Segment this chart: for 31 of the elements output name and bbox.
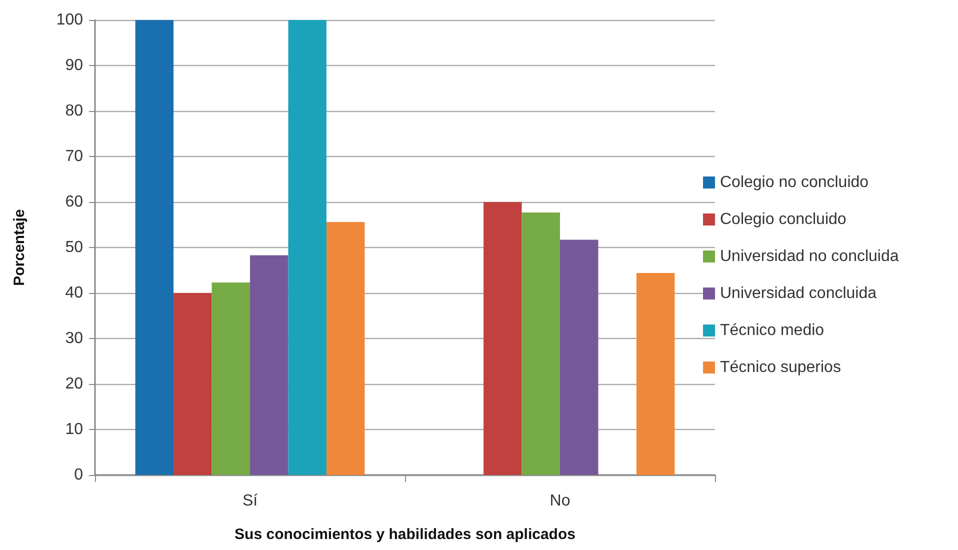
bar bbox=[484, 202, 522, 475]
x-tick-label: No bbox=[550, 492, 570, 510]
y-tick-label: 90 bbox=[65, 57, 84, 74]
bar bbox=[636, 272, 675, 475]
bar bbox=[288, 20, 326, 475]
x-tick-label: Sí bbox=[242, 492, 258, 510]
y-tick-label: 50 bbox=[65, 239, 84, 256]
legend-label: Técnico superios bbox=[720, 359, 841, 376]
y-axis-title: Porcentaje bbox=[11, 209, 28, 286]
bar bbox=[522, 212, 560, 475]
legend-label: Universidad concluida bbox=[720, 285, 877, 302]
bar bbox=[250, 255, 288, 475]
y-tick-label: 100 bbox=[56, 12, 84, 28]
y-tick-label: 20 bbox=[65, 376, 84, 392]
y-tick-label: 0 bbox=[74, 466, 84, 484]
legend-label: Universidad no concluida bbox=[720, 248, 899, 265]
y-tick-label: 40 bbox=[65, 284, 84, 302]
bar bbox=[174, 293, 212, 475]
y-tick-label: 70 bbox=[65, 148, 84, 165]
bar bbox=[560, 240, 598, 475]
x-axis-title: Sus conocimientos y habilidades son aplicados bbox=[234, 526, 576, 543]
y-tick-label: 10 bbox=[65, 421, 84, 438]
legend-label: Técnico medio bbox=[720, 322, 824, 339]
bar bbox=[135, 20, 174, 475]
y-tick-label: 80 bbox=[65, 102, 84, 120]
legend-label: Colegio concluido bbox=[720, 211, 846, 228]
legend-label: Colegio no concluido bbox=[720, 174, 869, 191]
bar bbox=[326, 222, 365, 475]
bar bbox=[212, 282, 250, 475]
y-tick-label: 30 bbox=[65, 330, 84, 347]
y-tick-label: 60 bbox=[65, 194, 84, 210]
